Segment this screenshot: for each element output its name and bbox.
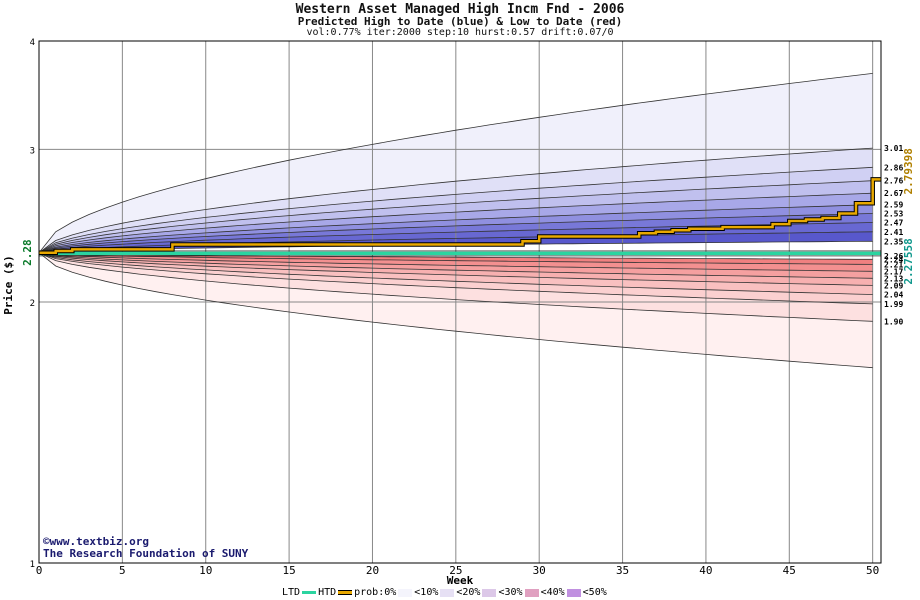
- high-band-boundary: [38, 213, 873, 254]
- band-end-label: 2.35: [884, 237, 903, 246]
- htd-series-line: [39, 178, 881, 254]
- x-tick-label: 25: [449, 564, 462, 577]
- y-axis-label: Price ($): [2, 255, 15, 315]
- legend-item-10: <10%: [414, 587, 439, 598]
- low-band-2: [39, 252, 873, 322]
- legend-item-40: <40%: [540, 587, 565, 598]
- ltd-value-label: 2.27558: [902, 238, 915, 284]
- credit-website: ©www.textbiz.org: [43, 535, 149, 548]
- low-band-boundary: [38, 252, 873, 305]
- x-tick-label: 30: [533, 564, 546, 577]
- low-band-boundary: [38, 252, 873, 260]
- high-band-boundary: [38, 192, 873, 254]
- legend-swatch-40: [524, 588, 539, 597]
- chart-legend: LTD HTD prob:0% <10% <20% <30% <40% <50%: [282, 587, 607, 598]
- band-end-label: 3.01: [884, 144, 903, 153]
- start-price-label: 2.28: [21, 239, 34, 266]
- y-tick-label: 4: [30, 38, 35, 48]
- high-band-6: [39, 204, 873, 253]
- high-band-4: [39, 180, 873, 253]
- low-band-5: [39, 252, 873, 286]
- band-end-label: 2.86: [884, 163, 903, 172]
- band-end-label: 2.41: [884, 228, 903, 237]
- x-tick-label: 5: [119, 564, 126, 577]
- htd-value-label: 2.79398: [902, 148, 915, 194]
- y-tick-label: 3: [30, 146, 35, 156]
- low-band-boundary: [38, 252, 873, 322]
- band-end-label: 2.04: [884, 291, 903, 300]
- band-end-label: 2.76: [884, 177, 903, 186]
- legend-ltd-label: LTD: [282, 587, 301, 598]
- legend-item-30: <30%: [498, 587, 523, 598]
- legend-item-50: <50%: [582, 587, 607, 598]
- high-band-2: [39, 148, 873, 253]
- legend-item-20: <20%: [456, 587, 481, 598]
- low-band-4: [39, 252, 873, 295]
- chart-params: vol:0.77% iter:2000 step:10 hurst:0.57 d…: [306, 27, 614, 38]
- high-band-boundary: [38, 147, 873, 254]
- high-band-boundary: [38, 73, 873, 253]
- band-end-label: 1.90: [884, 317, 903, 326]
- low-band-boundary: [38, 252, 873, 369]
- band-end-label: 2.53: [884, 209, 903, 218]
- band-end-label: 2.09: [884, 281, 903, 290]
- x-tick-label: 50: [866, 564, 879, 577]
- x-tick-label: 0: [36, 564, 43, 577]
- band-end-label: 2.13: [884, 274, 903, 283]
- band-end-label: 2.67: [884, 189, 903, 198]
- low-band-boundary: [38, 252, 873, 286]
- band-end-label: 2.26: [884, 252, 903, 261]
- high-band-7: [39, 213, 873, 253]
- x-tick-label: 35: [616, 564, 629, 577]
- low-band-boundary: [38, 252, 873, 265]
- low-band-boundary: [38, 252, 873, 295]
- y-tick-label: 2: [30, 299, 35, 309]
- high-band-5: [39, 193, 873, 253]
- chart-subtitle: Predicted High to Date (blue) & Low to D…: [297, 15, 623, 28]
- low-band-boundary: [38, 252, 873, 272]
- credit-organization: The Research Foundation of SUNY: [43, 547, 249, 560]
- x-tick-label: 40: [699, 564, 712, 577]
- legend-swatch-20: [440, 588, 455, 597]
- band-end-label: 2.24: [884, 255, 903, 264]
- high-band-boundary: [38, 204, 873, 254]
- x-axis-label: Week: [447, 574, 474, 587]
- legend-htd-swatch: [338, 590, 353, 595]
- legend-prob-label: prob:0%: [354, 587, 397, 598]
- legend-swatch-30: [482, 588, 497, 597]
- low-band-3: [39, 252, 873, 304]
- band-end-label: 1.99: [884, 300, 903, 309]
- legend-htd-label: HTD: [318, 587, 337, 598]
- legend-swatch-10: [398, 588, 413, 597]
- band-end-label: 2.47: [884, 219, 903, 228]
- legend-ltd-swatch: [302, 591, 317, 594]
- band-end-label: 2.59: [884, 201, 903, 210]
- plot-frame: [38, 40, 882, 564]
- y-tick-label: 1: [30, 560, 35, 570]
- low-band-boundary: [38, 252, 873, 279]
- legend-swatch-50: [566, 588, 581, 597]
- chart-title: Western Asset Managed High Incm Fnd - 20…: [295, 2, 625, 17]
- x-tick-label: 15: [282, 564, 295, 577]
- x-tick-label: 10: [199, 564, 212, 577]
- band-end-label: 2.17: [884, 267, 903, 276]
- high-band-boundary: [38, 180, 873, 254]
- x-tick-label: 20: [366, 564, 379, 577]
- x-tick-label: 45: [783, 564, 796, 577]
- band-end-label: 2.21: [884, 260, 903, 269]
- high-band-3: [39, 167, 873, 253]
- high-band-boundary: [38, 166, 873, 254]
